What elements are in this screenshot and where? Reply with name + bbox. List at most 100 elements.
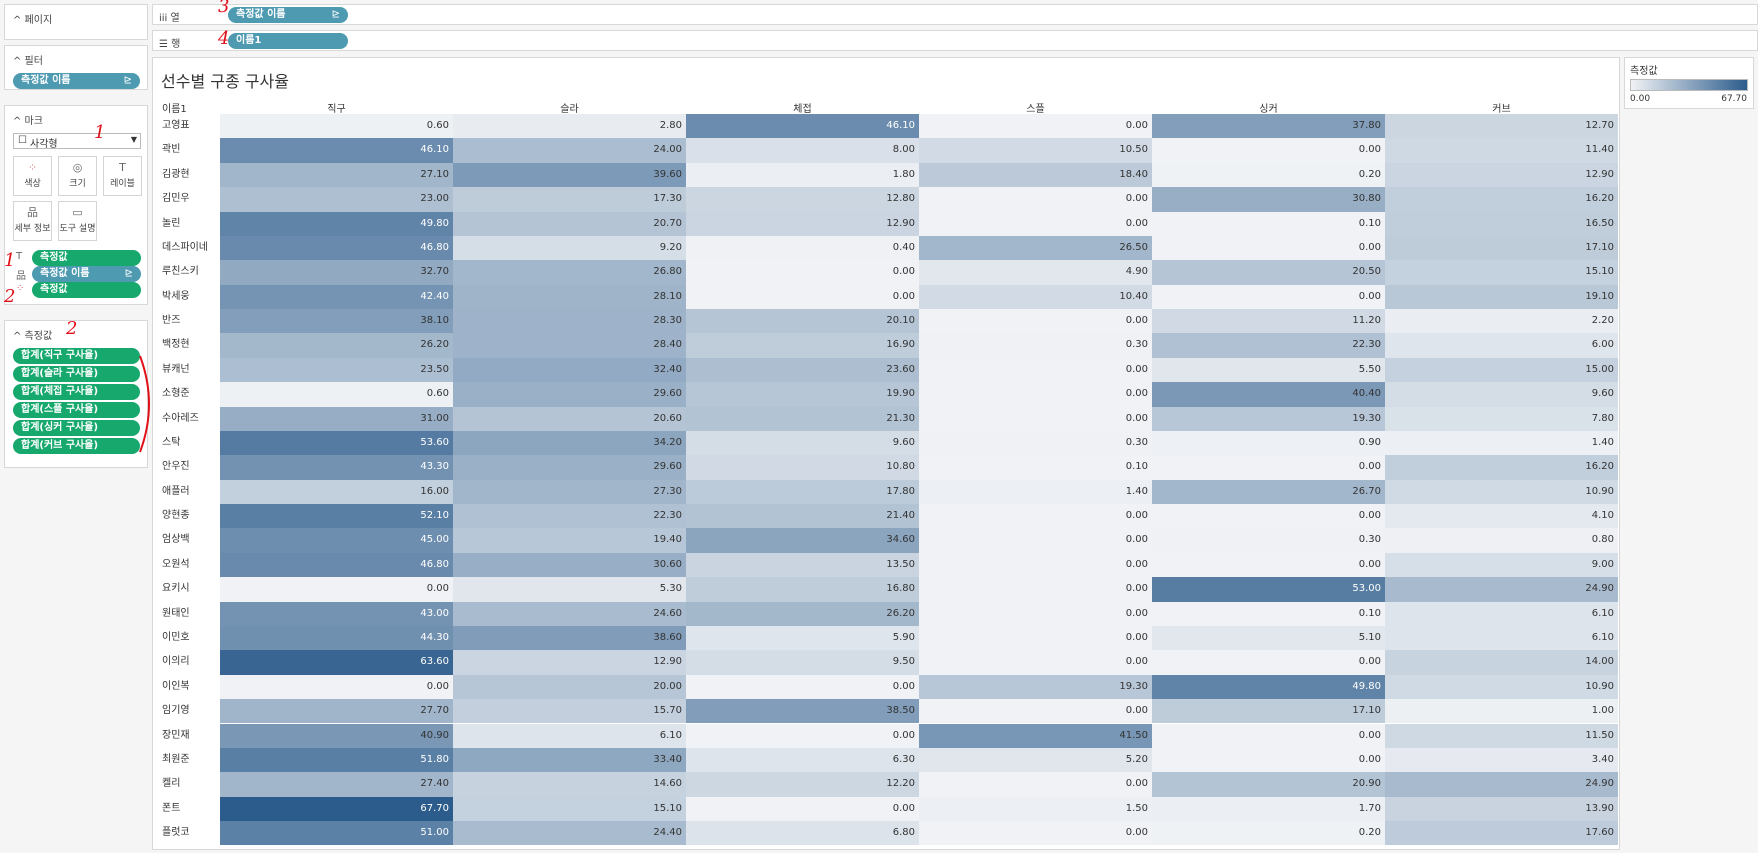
heatmap-cell[interactable]: 0.00 [919,406,1152,431]
row-header[interactable]: 엄상백 [162,534,190,546]
heatmap-cell[interactable]: 30.80 [1152,187,1385,212]
heatmap-cell[interactable]: 6.00 [1385,333,1618,358]
heatmap-cell[interactable]: 10.50 [919,138,1152,163]
heatmap-cell[interactable]: 0.60 [220,382,453,407]
heatmap-cell[interactable]: 49.80 [220,211,453,236]
heatmap-cell[interactable]: 46.10 [220,138,453,163]
heatmap-cell[interactable]: 20.60 [453,406,686,431]
heatmap-cell[interactable]: 14.00 [1385,650,1618,675]
heatmap-cell[interactable]: 1.00 [1385,699,1618,724]
heatmap-cell[interactable]: 12.90 [1385,162,1618,188]
heatmap-cell[interactable]: 34.60 [686,528,919,553]
heatmap-cell[interactable]: 24.00 [453,138,686,163]
marks-pill-label-measure-values[interactable]: 측정값 [32,250,141,266]
heatmap-cell[interactable]: 0.00 [686,796,919,821]
heatmap-cell[interactable]: 10.90 [1385,479,1618,505]
row-header[interactable]: 김민우 [162,193,190,205]
heatmap-cell[interactable]: 46.10 [686,114,919,139]
heatmap-cell[interactable]: 29.60 [453,455,686,480]
heatmap-cell[interactable]: 0.30 [919,430,1152,456]
color-button[interactable]: ⁘ 색상 [13,156,52,196]
measure-pill-fastball[interactable]: 합계(직구 구사율) [13,348,140,364]
heatmap-cell[interactable]: 22.30 [453,504,686,529]
pages-card-title[interactable]: ^ 페이지 [13,15,53,26]
row-header[interactable]: 고영표 [162,120,190,131]
heatmap-cell[interactable]: 27.30 [453,479,686,505]
heatmap-cell[interactable]: 0.00 [1152,455,1385,480]
heatmap-cell[interactable]: 26.20 [686,601,919,626]
measure-pill-changeup[interactable]: 합계(체접 구사율) [13,384,140,400]
measure-pill-sinker[interactable]: 합계(싱커 구사율) [13,420,140,436]
heatmap-cell[interactable]: 1.40 [919,479,1152,505]
heatmap-cell[interactable]: 0.00 [1152,552,1385,578]
heatmap-cell[interactable]: 11.20 [1152,309,1385,334]
heatmap-cell[interactable]: 0.00 [919,650,1152,675]
heatmap-cell[interactable]: 19.30 [1152,406,1385,431]
row-header[interactable]: 뷰캐넌 [162,363,190,375]
filter-pill-measure-names[interactable]: 측정값 이름 ⊵ [13,73,140,89]
measure-values-card-title[interactable]: ^ 측정값 [13,331,53,342]
heatmap-cell[interactable]: 16.80 [686,577,919,602]
row-header[interactable]: 소형준 [162,388,190,400]
heatmap-cell[interactable]: 21.40 [686,504,919,529]
row-header[interactable]: 애플러 [162,485,190,497]
row-header-label[interactable]: 이름1 [162,104,187,115]
heatmap-cell[interactable]: 0.60 [220,114,453,139]
heatmap-cell[interactable]: 11.40 [1385,138,1618,163]
heatmap-cell[interactable]: 13.50 [686,552,919,578]
heatmap-cell[interactable]: 19.40 [453,528,686,553]
row-header[interactable]: 임기영 [162,705,190,717]
marks-pill-color-measure-values[interactable]: 측정값 [32,282,141,298]
heatmap-cell[interactable]: 16.90 [686,333,919,358]
heatmap-cell[interactable]: 19.10 [1385,284,1618,310]
heatmap-cell[interactable]: 0.00 [220,674,453,700]
heatmap-cell[interactable]: 0.00 [919,552,1152,578]
heatmap-cell[interactable]: 0.90 [1152,430,1385,456]
heatmap-cell[interactable]: 10.40 [919,284,1152,310]
heatmap-cell[interactable]: 16.00 [220,479,453,505]
heatmap-cell[interactable]: 0.30 [919,333,1152,358]
heatmap-cell[interactable]: 63.60 [220,650,453,675]
heatmap-cell[interactable]: 6.10 [1385,625,1618,651]
heatmap-cell[interactable]: 0.00 [919,772,1152,797]
marks-card-title[interactable]: ^ 마크 [13,116,43,127]
heatmap-cell[interactable]: 15.00 [1385,357,1618,383]
heatmap-cell[interactable]: 24.40 [453,821,686,846]
row-header[interactable]: 스탁 [162,436,181,448]
heatmap-cell[interactable]: 33.40 [453,747,686,773]
heatmap-cell[interactable]: 0.00 [1152,504,1385,529]
row-header[interactable]: 최원준 [162,753,190,765]
heatmap-cell[interactable]: 0.00 [220,577,453,602]
heatmap-cell[interactable]: 40.40 [1152,382,1385,407]
heatmap-cell[interactable]: 4.90 [919,260,1152,285]
heatmap-cell[interactable]: 17.60 [1385,821,1618,846]
heatmap-cell[interactable]: 9.60 [686,430,919,456]
row-header[interactable]: 수아레즈 [162,412,199,424]
heatmap-cell[interactable]: 0.00 [686,723,919,748]
heatmap-cell[interactable]: 20.00 [453,674,686,700]
columns-shelf[interactable]: iii 열 측정값 이름 ⊵ [152,4,1758,25]
heatmap-cell[interactable]: 37.80 [1152,114,1385,139]
heatmap-cell[interactable]: 15.10 [453,796,686,821]
heatmap-cell[interactable]: 20.50 [1152,260,1385,285]
heatmap-cell[interactable]: 14.60 [453,772,686,797]
heatmap-cell[interactable]: 23.00 [220,187,453,212]
row-header[interactable]: 이민호 [162,631,190,643]
row-header[interactable]: 루친스키 [162,266,199,278]
heatmap-cell[interactable]: 42.40 [220,284,453,310]
heatmap-cell[interactable]: 23.50 [220,357,453,383]
heatmap-cell[interactable]: 28.30 [453,309,686,334]
heatmap-cell[interactable]: 24.60 [453,601,686,626]
heatmap-cell[interactable]: 28.40 [453,333,686,358]
heatmap-cell[interactable]: 19.30 [919,674,1152,700]
rows-pill-name1[interactable]: 이름1 [228,33,348,49]
heatmap-cell[interactable]: 3.40 [1385,747,1618,773]
heatmap-cell[interactable]: 38.10 [220,309,453,334]
heatmap-cell[interactable]: 1.50 [919,796,1152,821]
heatmap-cell[interactable]: 0.00 [919,601,1152,626]
rows-shelf[interactable]: ☰ 행 이름1 [152,30,1758,51]
row-header[interactable]: 백정현 [162,339,190,351]
heatmap-cell[interactable]: 0.00 [919,699,1152,724]
heatmap-cell[interactable]: 17.10 [1385,235,1618,261]
heatmap-cell[interactable]: 0.00 [686,260,919,285]
